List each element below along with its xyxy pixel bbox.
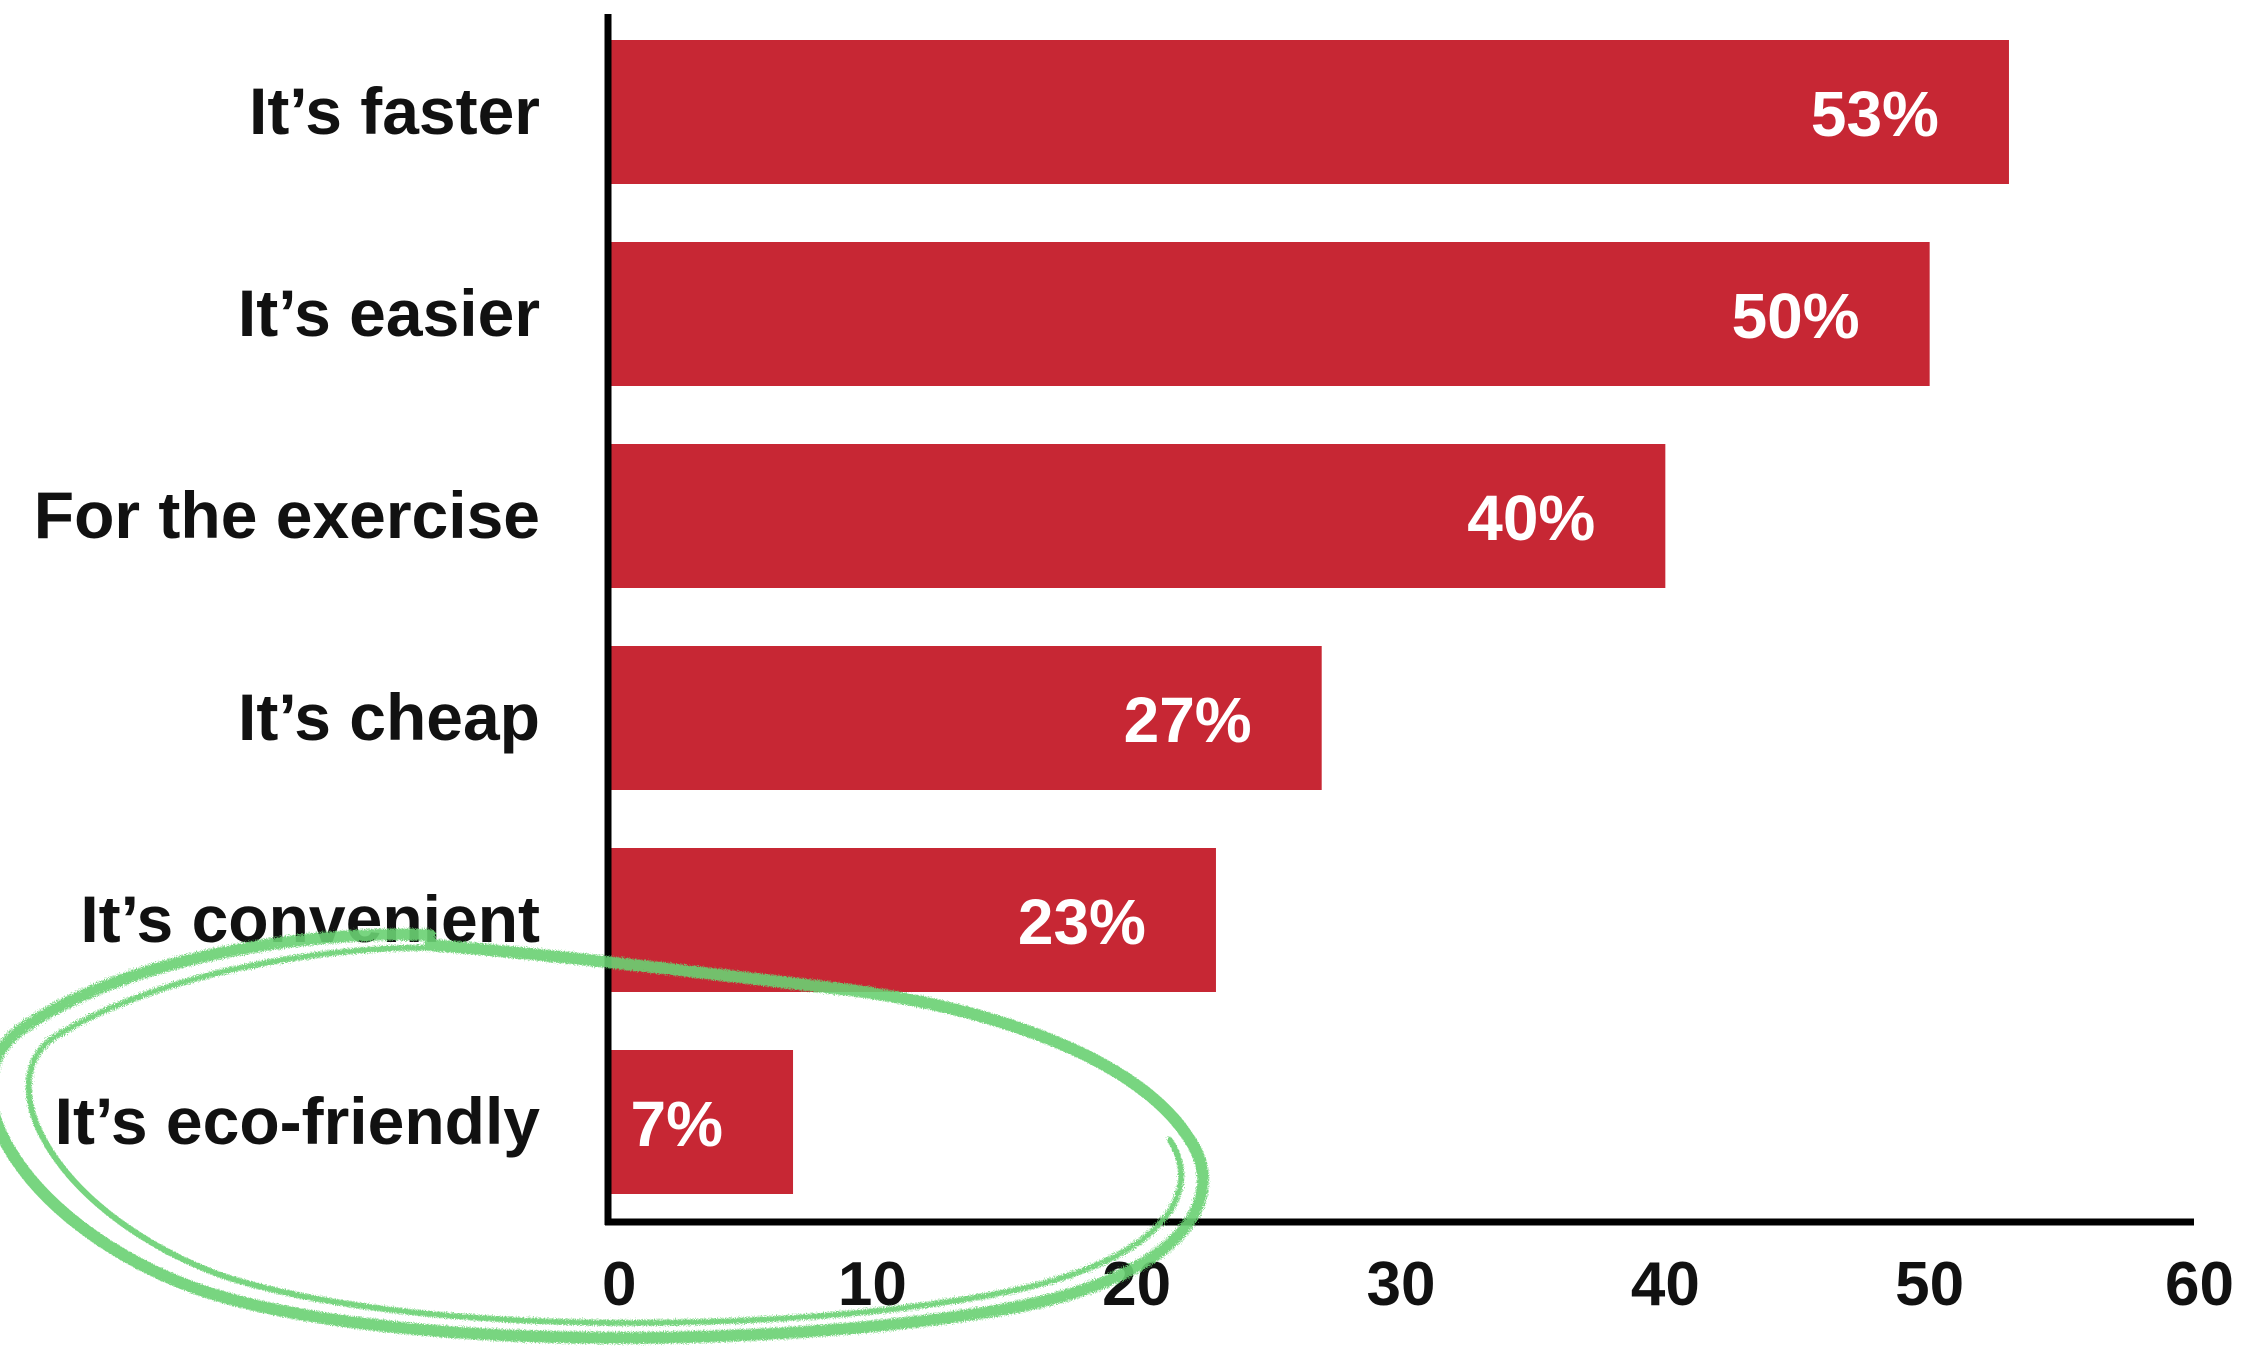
- highlight-ellipse: [0, 928, 1209, 1344]
- data-label: 50%: [1732, 280, 1860, 352]
- highlight-stroke-inner: [25, 944, 1184, 1326]
- category-label: It’s faster: [249, 74, 540, 148]
- data-label: 23%: [1018, 886, 1146, 958]
- bar: [608, 40, 2009, 184]
- x-tick-labels: 0 10 20 30 40 50 60: [602, 1250, 2234, 1319]
- bar: [608, 646, 1322, 790]
- x-tick-label: 60: [2165, 1250, 2234, 1319]
- data-label: 27%: [1124, 684, 1252, 756]
- category-label: It’s easier: [238, 276, 540, 350]
- highlight-stroke-outer: [0, 928, 1209, 1344]
- bar: [608, 1050, 794, 1194]
- category-labels: It’s faster It’s easier For the exercise It…: [34, 74, 541, 1158]
- data-label: 53%: [1811, 78, 1939, 150]
- bar: [608, 444, 1666, 588]
- bar: [608, 242, 1930, 386]
- data-label: 7%: [631, 1088, 724, 1160]
- category-label: For the exercise: [34, 478, 540, 552]
- data-labels: 53% 50% 40% 27% 23% 7%: [631, 78, 1939, 1160]
- axes: [604, 14, 2194, 1226]
- x-tick-label: 30: [1367, 1250, 1436, 1319]
- category-label: It’s eco-friendly: [55, 1084, 541, 1158]
- x-tick-label: 50: [1895, 1250, 1964, 1319]
- data-label: 40%: [1467, 482, 1595, 554]
- x-tick-label: 0: [602, 1250, 636, 1319]
- highlight-ellipse-strokes: [0, 928, 1209, 1344]
- category-label: It’s cheap: [238, 680, 540, 754]
- x-tick-label: 40: [1631, 1250, 1700, 1319]
- bars-layer: [608, 40, 2009, 1194]
